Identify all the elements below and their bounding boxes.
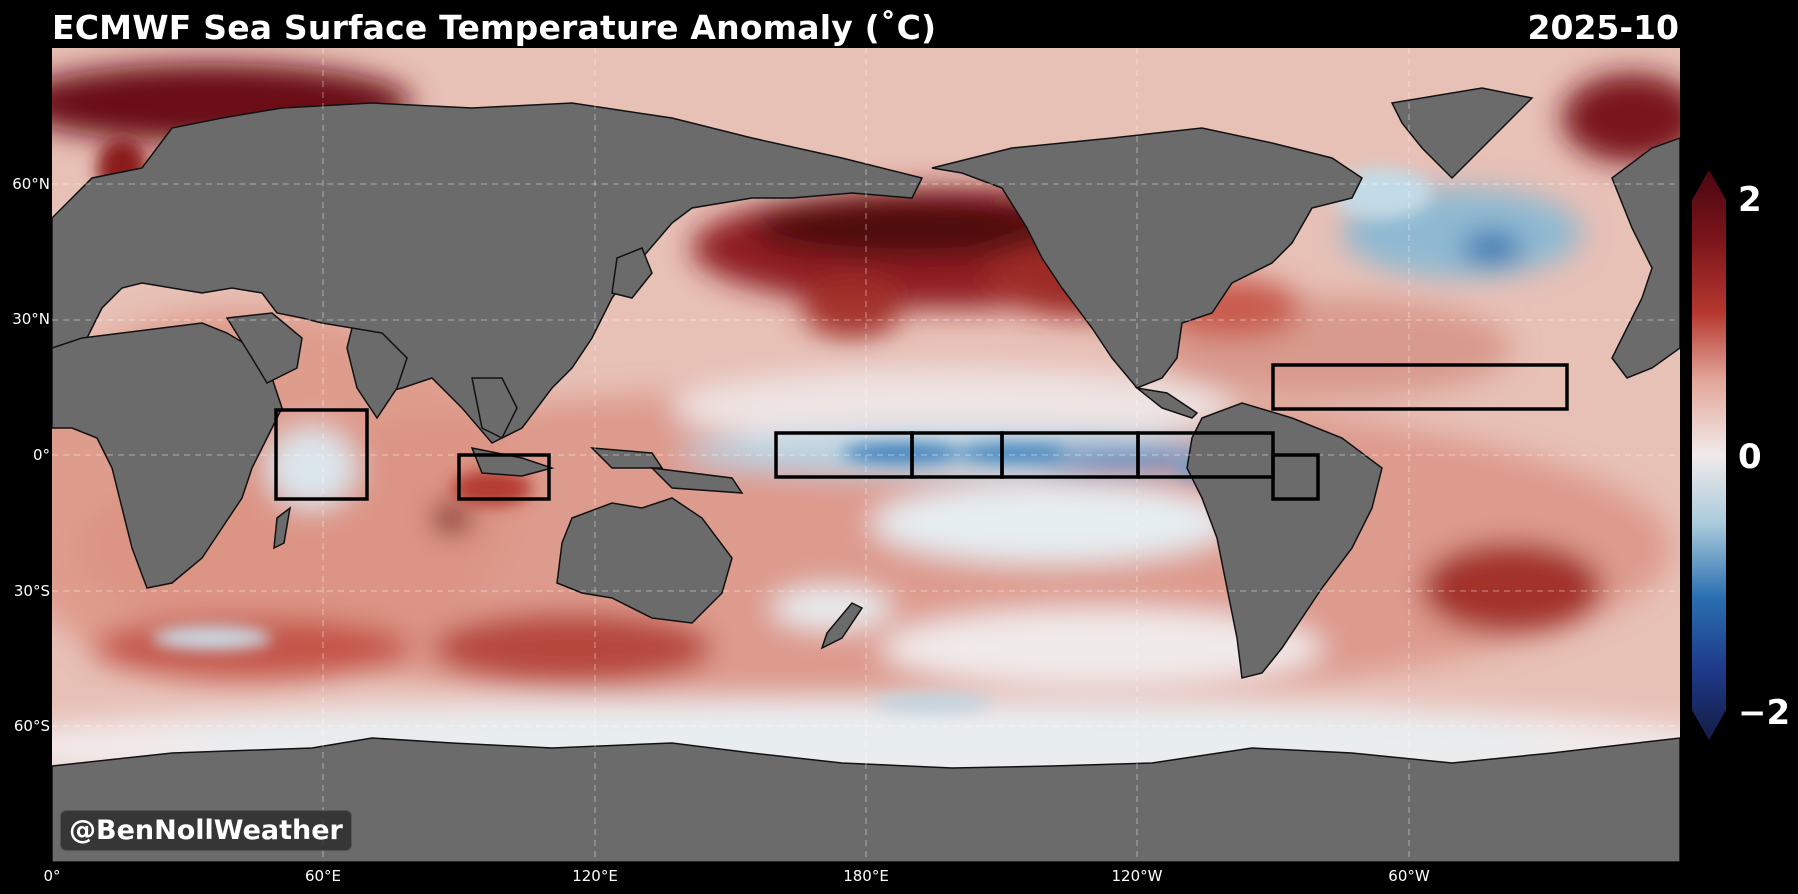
lon-label-120e: 120°E <box>572 867 618 885</box>
lat-label-equator: 0° <box>32 446 50 464</box>
lat-label-60s: 60°S <box>13 717 50 735</box>
region-box-indian-east <box>457 453 551 501</box>
region-box-atlantic <box>1271 363 1569 411</box>
lon-label-0: 0° <box>43 867 61 885</box>
colorbar <box>1692 170 1726 740</box>
sst-anomaly-map <box>52 48 1680 862</box>
credit-label: @BenNollWeather <box>60 810 352 851</box>
colorbar-max-label: 2 <box>1738 180 1762 220</box>
lon-label-180e: 180°E <box>843 867 889 885</box>
lat-label-30s: 30°S <box>13 582 50 600</box>
colorbar-min-label: −2 <box>1738 693 1791 733</box>
map-date: 2025-10 <box>1527 8 1679 47</box>
lon-label-120w: 120°W <box>1111 867 1163 885</box>
map-title: ECMWF Sea Surface Temperature Anomaly (˚… <box>52 8 937 47</box>
colorbar-mid-label: 0 <box>1738 437 1762 477</box>
lat-label-60n: 60°N <box>12 175 50 193</box>
region-box-indian-west <box>274 408 369 501</box>
colorbar-gradient <box>1692 170 1726 740</box>
lat-label-30n: 30°N <box>12 310 50 328</box>
lon-label-60w: 60°W <box>1388 867 1430 885</box>
land-masses <box>52 87 1680 862</box>
region-box-nino-1-2 <box>1271 453 1320 501</box>
index-regions <box>274 363 1569 501</box>
lon-label-60e: 60°E <box>304 867 342 885</box>
